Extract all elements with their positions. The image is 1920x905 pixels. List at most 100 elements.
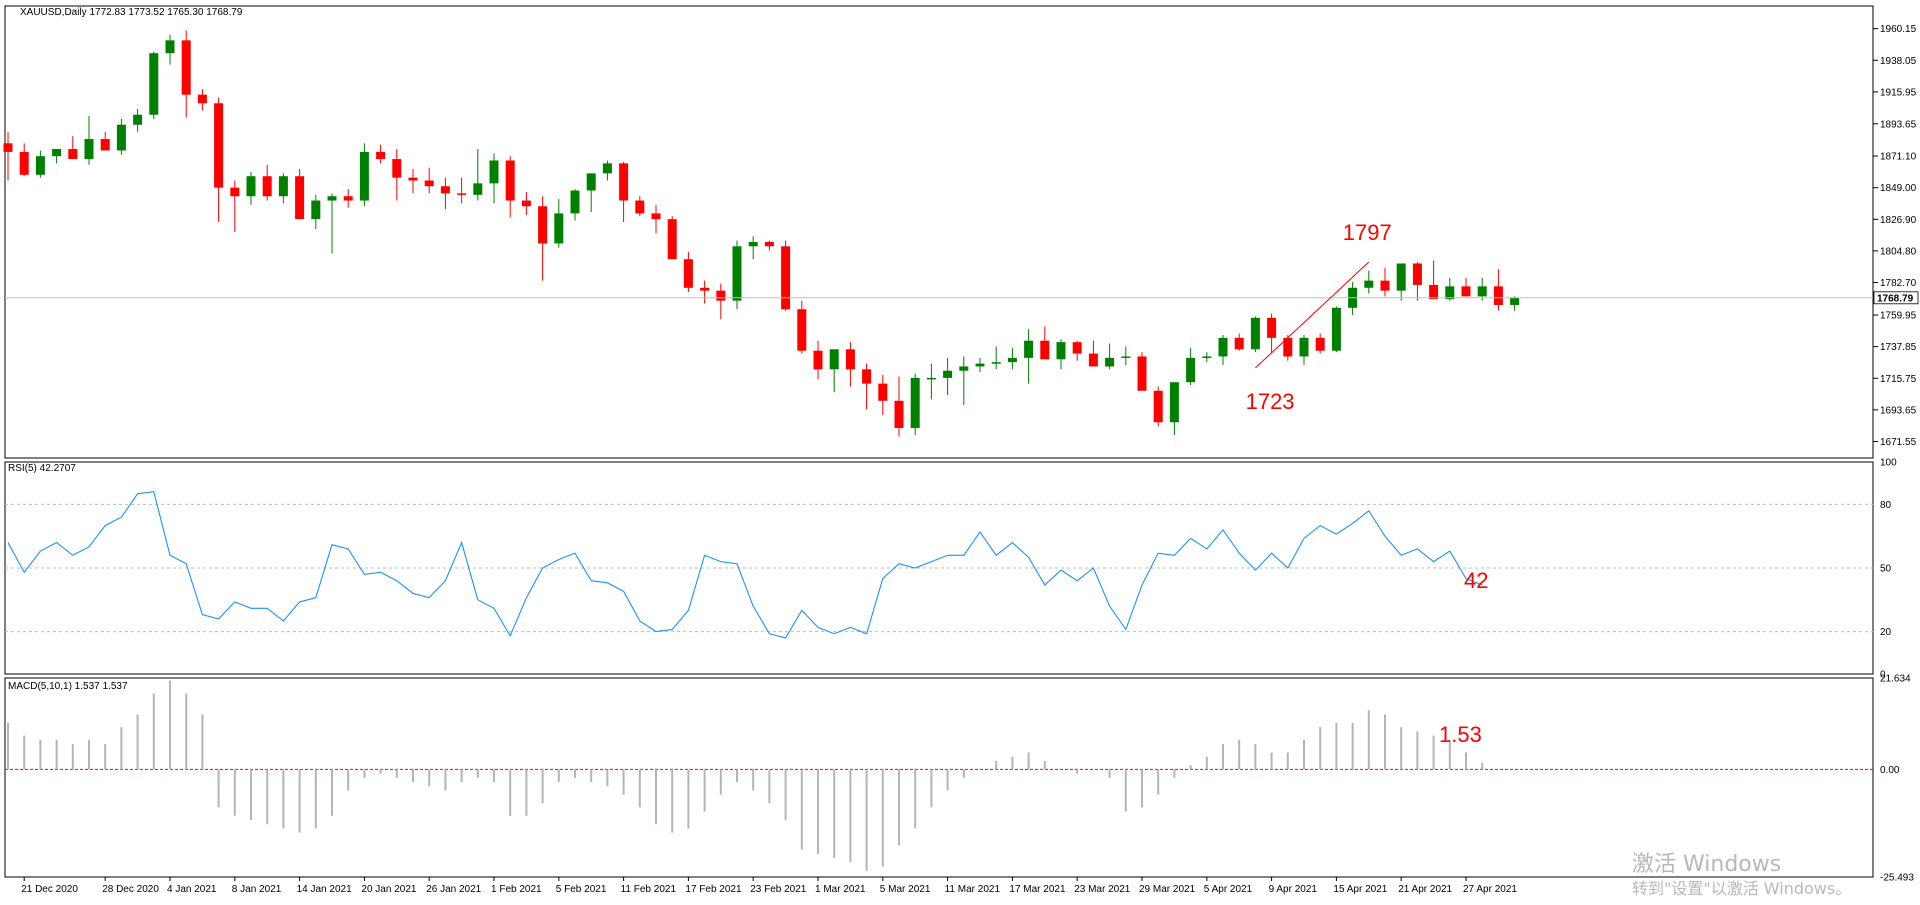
candle-body [521, 200, 531, 207]
candle-body [1396, 263, 1406, 291]
candle-body [926, 377, 936, 380]
candle-body [327, 196, 337, 201]
candle-body [1169, 382, 1179, 423]
candle-body [878, 383, 888, 401]
candle-body [1477, 286, 1487, 297]
candle-body [1186, 357, 1196, 383]
rsi-line [7, 491, 1483, 639]
candle-body [635, 200, 645, 214]
price-frame [4, 5, 1874, 459]
candle-body [619, 163, 629, 201]
candle-body [894, 400, 904, 428]
x-tick-label: 11 Mar 2021 [945, 884, 1001, 895]
rsi-tick-label: 80 [1880, 500, 1892, 511]
candle-body [683, 259, 693, 288]
x-tick-label: 9 Apr 2021 [1269, 884, 1318, 895]
candle-body [408, 177, 418, 181]
candle-body [1024, 340, 1034, 358]
candle-body [959, 366, 969, 371]
grid-lines [5, 503, 1873, 770]
current-price-box [1873, 291, 1919, 305]
x-tick-label: 28 Dec 2020 [102, 884, 159, 895]
candle-body [392, 159, 402, 178]
candle-body [1072, 342, 1082, 354]
price-tick-label: 1849.00 [1880, 183, 1917, 194]
price-annotation: 1723 [1246, 389, 1295, 414]
price-tick-label: 1715.75 [1880, 374, 1917, 385]
price-tick-label: 1782.70 [1880, 278, 1917, 289]
candle-body [1202, 356, 1212, 358]
candle-body [1056, 342, 1066, 360]
candle-body [1315, 337, 1325, 351]
candle-body [1299, 337, 1309, 357]
price-tick-label: 1693.65 [1880, 405, 1917, 416]
price-annotation: 1797 [1343, 220, 1392, 245]
candle-body [1088, 353, 1098, 367]
candle-body [214, 103, 224, 188]
macd-panel [7, 680, 1484, 871]
rsi-annotation: 42 [1464, 568, 1488, 593]
candle-body [748, 242, 758, 247]
candle-body [700, 287, 710, 291]
candle-body [376, 151, 386, 160]
candle-body [473, 183, 483, 195]
candle-body [100, 139, 110, 151]
candle-body [359, 151, 369, 201]
candle-body [570, 190, 580, 214]
candle-body [1364, 280, 1374, 288]
candle-body [910, 377, 920, 428]
candle-body [538, 206, 548, 244]
candle-body [1007, 357, 1017, 363]
candle-body [1412, 263, 1422, 285]
candle-body [116, 124, 126, 151]
candle-body [1445, 286, 1455, 300]
x-tick-label: 5 Mar 2021 [880, 884, 931, 895]
macd-frame [4, 677, 1874, 878]
rsi-tick-label: 0 [1880, 670, 1886, 681]
candle-body [197, 94, 207, 104]
candle-body [35, 156, 45, 175]
candle-body [1040, 340, 1050, 360]
x-tick-label: 5 Feb 2021 [556, 884, 607, 895]
candle-body [440, 186, 450, 194]
candle-body [19, 151, 29, 175]
candle-body [1218, 337, 1228, 357]
x-tick-label: 11 Feb 2021 [621, 884, 677, 895]
candle-body [489, 160, 499, 184]
rsi-tick-label: 50 [1880, 564, 1892, 575]
candle-body [68, 149, 78, 160]
candle-body [311, 200, 321, 220]
candle-body [1331, 307, 1341, 351]
x-tick-label: 8 Jan 2021 [232, 884, 282, 895]
candle-body [991, 362, 1001, 364]
candle-body [1121, 356, 1131, 358]
x-tick-label: 17 Mar 2021 [1009, 884, 1066, 895]
candle-body [781, 246, 791, 310]
candle-body [943, 370, 953, 378]
candle-body [295, 176, 305, 220]
candle-body [1429, 284, 1439, 300]
candle-body [1153, 390, 1163, 423]
current-price-label: 1768.79 [1877, 293, 1914, 304]
price-tick-label: 1804.80 [1880, 246, 1917, 257]
price-tick-label: 1938.05 [1880, 56, 1917, 67]
candle-body [651, 213, 661, 220]
candle-body [3, 143, 13, 152]
candle-body [52, 149, 62, 157]
price-tick-label: 1671.55 [1880, 437, 1917, 448]
price-tick-label: 1960.15 [1880, 24, 1917, 35]
candle-body [1493, 286, 1503, 305]
axes: 1960.15 1938.05 1915.95 1893.65 1871.10 1849.… [21, 24, 1919, 895]
macd-annotation: 1.53 [1439, 722, 1482, 747]
candle-body [862, 369, 872, 384]
candle-body [262, 176, 272, 197]
symbol-header: XAUUSD,Daily 1772.83 1773.52 1765.30 176… [20, 7, 243, 18]
candle-body [246, 176, 256, 197]
rsi-header: RSI(5) 42.2707 [8, 463, 76, 474]
x-tick-label: 21 Apr 2021 [1398, 884, 1452, 895]
candle-body [230, 187, 240, 197]
candle-body [1461, 286, 1471, 297]
price-tick-label: 1871.10 [1880, 152, 1917, 163]
